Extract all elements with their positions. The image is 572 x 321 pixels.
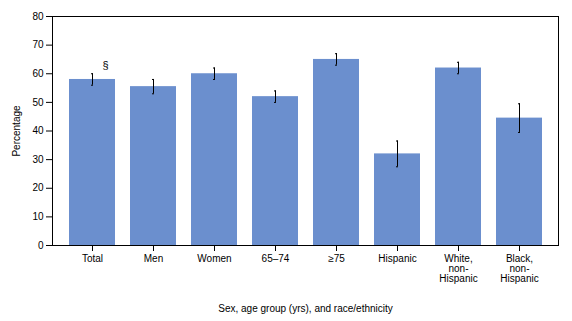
svg-text:§: § bbox=[103, 59, 109, 71]
svg-text:Women: Women bbox=[197, 253, 231, 264]
svg-text:White,non-Hispanic: White,non-Hispanic bbox=[439, 253, 477, 284]
svg-text:80: 80 bbox=[32, 11, 44, 22]
svg-text:10: 10 bbox=[32, 211, 44, 222]
svg-text:40: 40 bbox=[32, 125, 44, 136]
svg-text:Sex, age group (yrs), and race: Sex, age group (yrs), and race/ethnicity bbox=[218, 303, 393, 314]
svg-text:Hispanic: Hispanic bbox=[378, 253, 416, 264]
svg-text:Percentage: Percentage bbox=[11, 105, 22, 157]
svg-text:0: 0 bbox=[38, 240, 44, 251]
svg-text:50: 50 bbox=[32, 97, 44, 108]
svg-text:Black,non-Hispanic: Black,non-Hispanic bbox=[500, 253, 538, 284]
svg-text:≥75: ≥75 bbox=[328, 253, 345, 264]
svg-text:65–74: 65–74 bbox=[262, 253, 290, 264]
svg-text:60: 60 bbox=[32, 68, 44, 79]
svg-text:70: 70 bbox=[32, 39, 44, 50]
svg-text:20: 20 bbox=[32, 182, 44, 193]
svg-text:Total: Total bbox=[82, 253, 103, 264]
svg-text:Men: Men bbox=[144, 253, 163, 264]
svg-text:30: 30 bbox=[32, 154, 44, 165]
